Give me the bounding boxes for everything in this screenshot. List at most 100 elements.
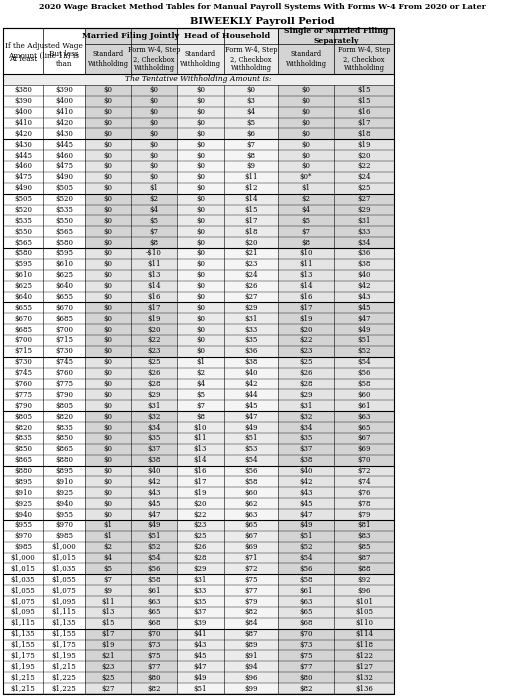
Text: $0: $0 bbox=[103, 424, 112, 431]
Bar bbox=[85, 629, 177, 640]
Text: $0: $0 bbox=[103, 467, 112, 475]
Text: $54: $54 bbox=[147, 554, 161, 562]
Text: $0: $0 bbox=[150, 119, 159, 127]
Bar bbox=[177, 520, 278, 531]
Text: $70: $70 bbox=[357, 456, 371, 464]
Text: $0: $0 bbox=[196, 108, 205, 116]
Bar bbox=[278, 368, 394, 379]
Bar bbox=[177, 618, 278, 629]
Text: $13: $13 bbox=[101, 608, 114, 617]
Text: $37: $37 bbox=[299, 445, 313, 454]
Text: $33: $33 bbox=[244, 326, 258, 334]
Text: $805: $805 bbox=[55, 402, 73, 409]
Text: $35: $35 bbox=[148, 435, 161, 442]
Text: $31: $31 bbox=[148, 402, 161, 409]
Bar bbox=[85, 194, 177, 204]
Text: $0: $0 bbox=[103, 86, 112, 94]
Bar bbox=[177, 172, 278, 183]
Text: $820: $820 bbox=[55, 412, 73, 421]
Text: $35: $35 bbox=[194, 598, 207, 606]
Bar bbox=[177, 455, 278, 466]
Text: $580: $580 bbox=[14, 249, 32, 258]
Bar bbox=[278, 172, 394, 183]
Text: $77: $77 bbox=[299, 663, 313, 671]
Text: $17: $17 bbox=[357, 119, 371, 127]
Bar bbox=[278, 531, 394, 542]
Text: $82: $82 bbox=[244, 608, 258, 617]
Text: $685: $685 bbox=[55, 315, 73, 323]
Text: $0: $0 bbox=[103, 141, 112, 148]
Bar bbox=[278, 248, 394, 259]
Bar bbox=[177, 596, 278, 607]
Text: $67: $67 bbox=[357, 435, 371, 442]
Text: $17: $17 bbox=[147, 304, 161, 312]
Bar bbox=[278, 194, 394, 204]
Text: $21: $21 bbox=[244, 249, 258, 258]
Bar bbox=[177, 237, 278, 248]
Bar bbox=[177, 291, 278, 302]
Text: $0: $0 bbox=[301, 108, 310, 116]
Text: $63: $63 bbox=[358, 412, 371, 421]
Text: $730: $730 bbox=[55, 347, 73, 356]
Text: $0: $0 bbox=[103, 217, 112, 225]
Text: $610: $610 bbox=[14, 271, 32, 279]
Text: $47: $47 bbox=[244, 412, 258, 421]
Bar bbox=[85, 324, 177, 335]
Text: $565: $565 bbox=[55, 228, 73, 236]
Bar bbox=[177, 161, 278, 172]
Text: 2020 Wage Bracket Method Tables for Manual Payroll Systems With Forms W-4 From 2: 2020 Wage Bracket Method Tables for Manu… bbox=[38, 3, 486, 11]
Text: $94: $94 bbox=[244, 663, 258, 671]
Text: $1,225: $1,225 bbox=[51, 685, 76, 692]
Text: $40: $40 bbox=[147, 467, 161, 475]
Text: $0: $0 bbox=[150, 162, 159, 171]
Text: $82: $82 bbox=[299, 685, 313, 692]
Bar bbox=[85, 672, 177, 683]
Text: $56: $56 bbox=[147, 565, 161, 573]
Text: $49: $49 bbox=[299, 522, 313, 529]
Text: $910: $910 bbox=[14, 489, 32, 497]
Bar bbox=[177, 281, 278, 291]
Text: $56: $56 bbox=[299, 565, 313, 573]
Text: $24: $24 bbox=[357, 174, 371, 181]
Text: $0: $0 bbox=[103, 391, 112, 399]
Text: Form W-4, Step
2, Checkbox
Withholding: Form W-4, Step 2, Checkbox Withholding bbox=[225, 46, 277, 72]
Text: $65: $65 bbox=[299, 608, 313, 617]
Text: $0: $0 bbox=[196, 141, 205, 148]
Text: $25: $25 bbox=[357, 184, 371, 192]
Text: $8: $8 bbox=[196, 412, 205, 421]
Bar bbox=[85, 259, 177, 270]
Text: $47: $47 bbox=[147, 510, 161, 519]
Text: $13: $13 bbox=[148, 271, 161, 279]
Text: $17: $17 bbox=[101, 630, 115, 638]
Bar bbox=[278, 552, 394, 564]
Text: $12: $12 bbox=[244, 184, 258, 192]
Text: $36: $36 bbox=[244, 347, 258, 356]
Text: $400: $400 bbox=[55, 97, 73, 105]
Text: $11: $11 bbox=[147, 260, 161, 268]
Text: $91: $91 bbox=[244, 652, 258, 660]
Text: $56: $56 bbox=[244, 467, 258, 475]
Text: $45: $45 bbox=[299, 500, 313, 507]
Text: $15: $15 bbox=[244, 206, 258, 214]
Text: $73: $73 bbox=[148, 641, 161, 649]
Text: $27: $27 bbox=[101, 685, 115, 692]
Text: Form W-4, Step
2, Checkbox
Withholding: Form W-4, Step 2, Checkbox Withholding bbox=[338, 46, 390, 72]
Bar bbox=[177, 683, 278, 694]
Text: $49: $49 bbox=[194, 673, 207, 682]
Text: $0: $0 bbox=[196, 119, 205, 127]
Text: $70: $70 bbox=[147, 630, 161, 638]
Text: $0: $0 bbox=[103, 249, 112, 258]
Text: $26: $26 bbox=[194, 543, 207, 551]
Text: $16: $16 bbox=[357, 108, 371, 116]
Text: $0: $0 bbox=[196, 195, 205, 203]
Text: $38: $38 bbox=[244, 358, 258, 366]
Text: $535: $535 bbox=[14, 217, 32, 225]
Text: $28: $28 bbox=[299, 380, 313, 388]
Text: $0: $0 bbox=[196, 260, 205, 268]
Text: $4: $4 bbox=[150, 206, 159, 214]
Text: $34: $34 bbox=[358, 239, 371, 246]
Bar bbox=[278, 324, 394, 335]
Text: $1: $1 bbox=[150, 184, 159, 192]
Text: $0: $0 bbox=[196, 315, 205, 323]
Text: $1,215: $1,215 bbox=[51, 663, 76, 671]
